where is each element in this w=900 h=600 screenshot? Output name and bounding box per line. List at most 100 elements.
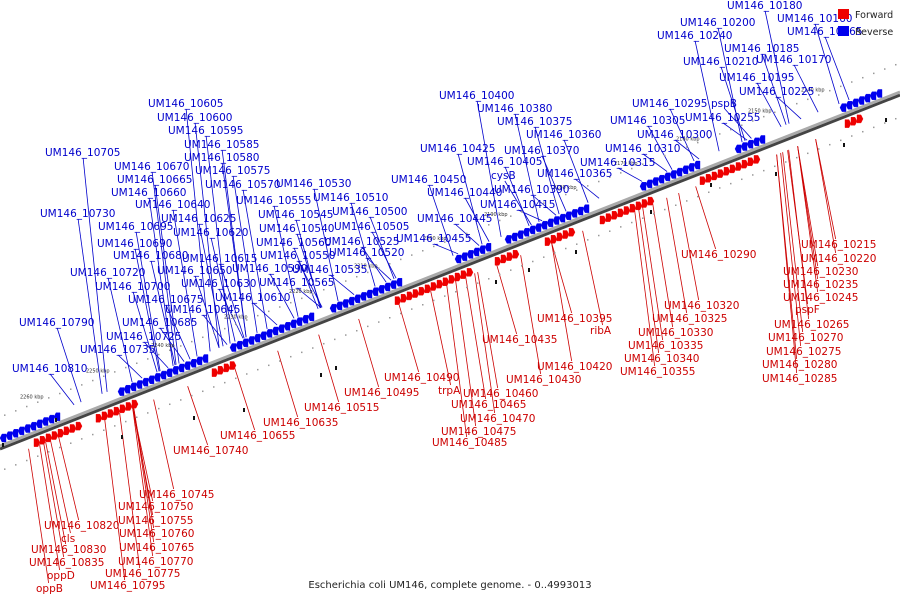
reverse-gene-arrow xyxy=(875,89,883,98)
reverse-label-leader xyxy=(132,291,158,373)
reverse-label-leader xyxy=(117,354,143,379)
reverse-gene-label: UM146_10380 xyxy=(477,103,552,115)
forward-label-leader xyxy=(695,186,717,250)
reverse-label-leader xyxy=(82,157,108,392)
feature-marker xyxy=(575,250,577,254)
reverse-gene-label: UM146_10735 xyxy=(80,344,155,356)
reverse-label-leader xyxy=(56,327,82,403)
reverse-gene-arrow xyxy=(693,160,701,170)
reverse-gene-label: UM146_10295 xyxy=(632,98,707,110)
reverse-gene-label: UM146_10180 xyxy=(727,0,802,12)
forward-gene-arrow xyxy=(57,428,65,438)
reverse-gene-arrow xyxy=(740,142,748,151)
reverse-gene-arrow xyxy=(564,211,572,220)
forward-gene-arrow xyxy=(95,414,103,423)
forward-gene-label: UM146_10485 xyxy=(432,437,507,449)
reverse-label-leader xyxy=(242,189,268,330)
reverse-gene-arrow xyxy=(183,361,191,370)
reverse-gene-label: UM146_10445 xyxy=(417,213,492,225)
feature-marker xyxy=(335,366,337,370)
reverse-gene-arrow xyxy=(201,354,209,363)
forward-gene-label: UM146_10745 xyxy=(139,489,214,501)
forward-label-leader xyxy=(815,139,837,254)
reverse-gene-label: UM146_10525 xyxy=(324,236,399,248)
forward-label-leader xyxy=(132,407,154,557)
reverse-gene-arrow xyxy=(454,254,462,264)
forward-gene-arrow xyxy=(406,291,414,301)
reverse-label-leader xyxy=(159,327,185,362)
reverse-label-leader xyxy=(504,166,530,227)
forward-gene-arrow xyxy=(119,404,127,413)
forward-gene-arrow xyxy=(599,215,607,225)
scale-tick-label: 2250 kbp xyxy=(86,369,110,375)
legend-forward-swatch xyxy=(838,9,849,19)
reverse-gene-label: UM146_10210 xyxy=(683,56,758,68)
forward-gene-arrow xyxy=(448,275,456,284)
forward-gene-arrow xyxy=(424,284,432,294)
forward-label-leader xyxy=(153,399,175,490)
reverse-label-leader xyxy=(647,125,673,170)
reverse-label-leader xyxy=(756,82,782,127)
forward-label-leader xyxy=(642,207,664,341)
reverse-gene-arrow xyxy=(17,426,25,436)
feature-marker xyxy=(320,373,322,377)
reverse-gene-arrow xyxy=(570,209,578,218)
reverse-gene-label: UM146_10660 xyxy=(111,187,186,199)
reverse-label-leader xyxy=(824,36,850,101)
reverse-label-leader xyxy=(172,209,198,357)
scale-tick-label: 2240 kbp xyxy=(151,343,175,349)
scale-tick-label: 2140 kbp xyxy=(801,87,825,93)
reverse-gene-arrow xyxy=(540,221,548,230)
feature-marker xyxy=(885,118,887,122)
forward-gene-arrow xyxy=(131,399,139,409)
reverse-gene-label: UM146_10440 xyxy=(427,187,502,199)
reverse-gene-label: UM146_10165 xyxy=(787,26,862,38)
reverse-gene-label: UM146_10595 xyxy=(168,125,243,137)
scale-tick-label: 2160 kbp xyxy=(676,137,700,143)
reverse-label-leader xyxy=(504,180,532,226)
reverse-label-leader xyxy=(210,237,236,342)
dotted-guide-row xyxy=(4,117,897,470)
reverse-gene-arrow xyxy=(41,417,49,426)
reverse-gene-arrow xyxy=(552,216,560,225)
reverse-gene-arrow xyxy=(153,373,161,382)
reverse-gene-arrow xyxy=(472,247,480,257)
legend-forward-label: Forward xyxy=(855,10,893,21)
reverse-gene-arrow xyxy=(129,382,137,392)
forward-gene-arrow xyxy=(635,201,643,211)
reverse-gene-arrow xyxy=(289,319,297,329)
reverse-gene-arrow xyxy=(839,103,847,112)
reverse-gene-arrow xyxy=(177,363,185,373)
forward-gene-arrow xyxy=(63,426,71,436)
reverse-gene-arrow xyxy=(758,135,766,144)
forward-label-leader xyxy=(58,436,80,521)
feature-marker xyxy=(495,280,497,284)
reverse-gene-arrow xyxy=(5,431,13,440)
reverse-gene-label: UM146_10405 xyxy=(467,156,542,168)
feature-marker xyxy=(243,408,245,412)
forward-gene-arrow xyxy=(217,366,225,375)
reverse-gene-arrow xyxy=(35,419,43,429)
reverse-gene-label: UM146_10195 xyxy=(719,72,794,84)
reverse-gene-arrow xyxy=(528,225,536,235)
forward-gene-arrow xyxy=(211,368,219,377)
reverse-gene-arrow xyxy=(516,230,524,239)
reverse-label-leader xyxy=(49,373,75,406)
forward-label-leader xyxy=(187,386,209,446)
forward-gene-label: UM146_10655 xyxy=(220,430,295,442)
reverse-label-leader xyxy=(563,139,589,203)
forward-gene-arrow xyxy=(454,272,462,282)
forward-label-leader xyxy=(776,154,798,374)
reverse-gene-arrow xyxy=(301,315,309,324)
scale-tick-label: 2190 kbp xyxy=(484,212,508,218)
reverse-gene-label: UM146_10625 xyxy=(161,213,236,225)
reverse-gene-label: UM146_10255 xyxy=(685,112,760,124)
legend: Forward Reverse xyxy=(838,9,893,38)
reverse-gene-label: UM146_10670 xyxy=(114,161,189,173)
forward-gene-label: oppB xyxy=(36,583,63,595)
reverse-gene-label: UM146_10665 xyxy=(117,174,192,186)
forward-gene-arrow xyxy=(51,431,59,440)
genome-axis-shadow xyxy=(0,93,900,451)
reverse-gene-label: UM146_10620 xyxy=(173,227,248,239)
forward-gene-label: UM146_10230 xyxy=(783,266,858,278)
